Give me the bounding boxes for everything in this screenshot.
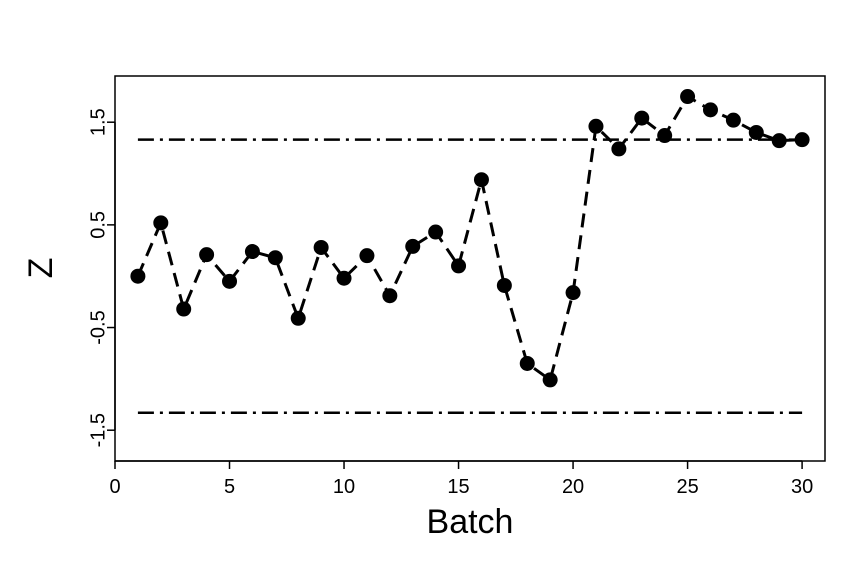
data-point (496, 277, 512, 293)
x-tick-label: 10 (333, 476, 355, 498)
data-point (611, 141, 627, 157)
data-point (702, 102, 718, 118)
y-tick-label: -1.5 (87, 413, 109, 447)
y-axis-title: Z (22, 258, 60, 279)
data-point (428, 224, 444, 240)
data-point (794, 132, 810, 148)
data-point (176, 301, 192, 317)
x-tick-label: 30 (791, 476, 813, 498)
data-point (199, 247, 215, 263)
data-point (588, 118, 604, 134)
data-point (153, 215, 169, 231)
x-axis: 0 5 10 15 20 25 30 (109, 460, 813, 498)
x-axis-title: Batch (427, 503, 514, 541)
data-point (290, 310, 306, 326)
y-tick-label: -0.5 (87, 310, 109, 344)
data-point (451, 258, 467, 274)
x-tick-label: 15 (447, 476, 469, 498)
data-point (405, 238, 421, 254)
y-axis: -1.5 -0.5 0.5 1.5 (87, 108, 116, 447)
series-layer (130, 89, 810, 388)
data-point (130, 268, 146, 284)
data-point (382, 288, 398, 304)
data-point (222, 273, 238, 289)
x-tick-label: 20 (562, 476, 584, 498)
data-point (519, 355, 535, 371)
data-point (771, 133, 787, 149)
data-point (313, 239, 329, 255)
data-point (359, 248, 375, 264)
y-tick-label: 1.5 (87, 108, 109, 136)
y-tick-label: 0.5 (87, 211, 109, 239)
data-point (336, 270, 352, 286)
x-tick-label: 5 (224, 476, 235, 498)
reference-lines (137, 138, 803, 414)
data-point (680, 89, 696, 105)
data-point (565, 285, 581, 301)
data-point (748, 124, 764, 140)
data-point (657, 128, 673, 144)
data-point (725, 112, 741, 128)
data-point (542, 372, 558, 388)
x-tick-label: 25 (676, 476, 698, 498)
data-point (244, 244, 260, 260)
x-tick-label: 0 (109, 476, 120, 498)
data-point (267, 250, 283, 266)
data-point (634, 110, 650, 126)
plot-frame (114, 75, 826, 462)
data-point (473, 172, 489, 188)
